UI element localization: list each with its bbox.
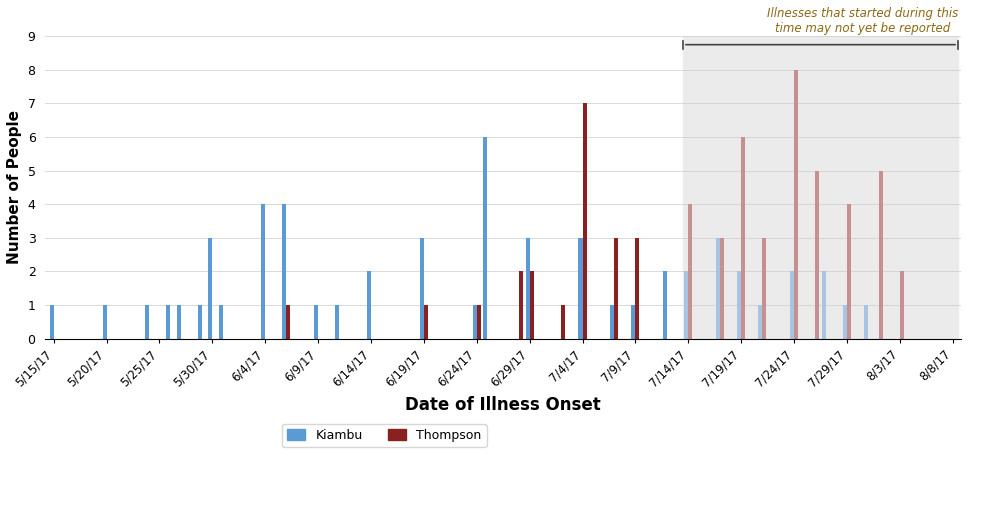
Text: Illnesses that started during this
time may not yet be reported: Illnesses that started during this time … (767, 7, 958, 35)
Bar (610, 305, 615, 338)
Bar (578, 238, 582, 338)
Bar (758, 305, 762, 338)
Bar (50, 305, 54, 338)
Bar (663, 271, 667, 338)
Bar (615, 238, 619, 338)
Bar (197, 305, 201, 338)
Bar (219, 305, 223, 338)
Bar (822, 271, 826, 338)
Bar (631, 305, 635, 338)
Bar (367, 271, 371, 338)
X-axis label: Date of Illness Onset: Date of Illness Onset (406, 396, 601, 414)
Bar (720, 238, 724, 338)
Bar (483, 137, 487, 338)
Bar (208, 238, 212, 338)
Bar (283, 204, 287, 338)
Bar (261, 204, 265, 338)
Bar (525, 238, 529, 338)
Bar (582, 103, 586, 338)
Bar (424, 305, 428, 338)
Bar (335, 305, 339, 338)
Bar (815, 171, 819, 338)
Bar (420, 238, 424, 338)
Bar (145, 305, 149, 338)
Bar (716, 238, 720, 338)
Bar (177, 305, 181, 338)
Bar (635, 238, 639, 338)
Bar (476, 305, 481, 338)
Bar (519, 271, 523, 338)
Bar (562, 305, 566, 338)
Bar (166, 305, 170, 338)
Bar (843, 305, 846, 338)
Bar (529, 271, 533, 338)
Bar (741, 137, 745, 338)
Bar (879, 171, 883, 338)
Bar (794, 70, 798, 338)
Bar (864, 305, 868, 338)
Bar (737, 271, 741, 338)
Bar (314, 305, 318, 338)
Bar (688, 204, 692, 338)
Bar (102, 305, 107, 338)
Bar (900, 271, 903, 338)
Bar (684, 271, 688, 338)
Y-axis label: Number of People: Number of People (7, 110, 22, 264)
Bar (791, 271, 794, 338)
Bar (846, 204, 851, 338)
Bar (472, 305, 476, 338)
Legend: Kiambu, Thompson: Kiambu, Thompson (282, 424, 487, 447)
Bar (287, 305, 291, 338)
Bar (762, 238, 766, 338)
Bar (683, 36, 958, 338)
